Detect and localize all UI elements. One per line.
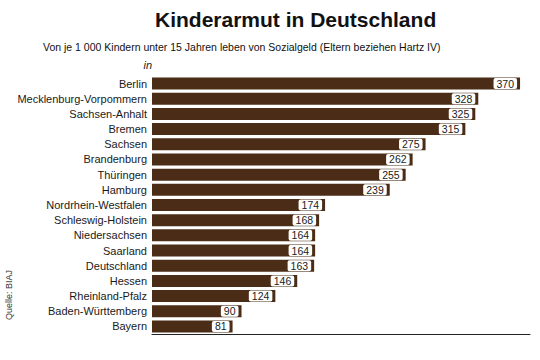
svg-text:in: in — [143, 59, 152, 71]
svg-text:Bayern: Bayern — [112, 320, 147, 332]
svg-text:Brandenburg: Brandenburg — [83, 153, 147, 165]
svg-text:Rheinland-Pfalz: Rheinland-Pfalz — [69, 290, 147, 302]
svg-text:168: 168 — [296, 214, 314, 226]
svg-text:Kinderarmut in Deutschland: Kinderarmut in Deutschland — [155, 8, 436, 31]
svg-text:124: 124 — [252, 290, 270, 302]
svg-text:370: 370 — [497, 78, 515, 90]
svg-text:Saarland: Saarland — [103, 245, 147, 257]
svg-text:Schleswig-Holstein: Schleswig-Holstein — [54, 214, 147, 226]
svg-text:Thüringen: Thüringen — [97, 169, 147, 181]
svg-text:Mecklenburg-Vorpommern: Mecklenburg-Vorpommern — [17, 93, 147, 105]
svg-text:325: 325 — [452, 108, 470, 120]
svg-text:Quelle: BIAJ: Quelle: BIAJ — [4, 270, 14, 320]
svg-text:Hamburg: Hamburg — [102, 184, 147, 196]
svg-text:Von je 1 000 Kindern unter 15: Von je 1 000 Kindern unter 15 Jahren leb… — [43, 41, 441, 53]
svg-text:275: 275 — [402, 138, 420, 150]
svg-text:315: 315 — [442, 123, 460, 135]
svg-text:163: 163 — [291, 260, 309, 272]
svg-text:164: 164 — [292, 245, 310, 257]
svg-text:Hessen: Hessen — [110, 275, 147, 287]
svg-text:174: 174 — [302, 199, 320, 211]
svg-text:255: 255 — [382, 169, 400, 181]
svg-text:164: 164 — [292, 229, 310, 241]
svg-text:90: 90 — [224, 305, 236, 317]
svg-text:146: 146 — [274, 275, 292, 287]
svg-text:Niedersachsen: Niedersachsen — [74, 229, 147, 241]
svg-text:328: 328 — [455, 93, 473, 105]
svg-text:Nordrhein-Westfalen: Nordrhein-Westfalen — [46, 199, 147, 211]
svg-text:239: 239 — [366, 184, 384, 196]
svg-text:Bremen: Bremen — [108, 123, 147, 135]
svg-text:Sachsen-Anhalt: Sachsen-Anhalt — [69, 108, 147, 120]
svg-text:262: 262 — [389, 153, 407, 165]
svg-text:Berlin: Berlin — [119, 78, 147, 90]
svg-text:Deutschland: Deutschland — [86, 260, 147, 272]
svg-text:Sachsen: Sachsen — [104, 138, 147, 150]
svg-text:Baden-Württemberg: Baden-Württemberg — [48, 305, 147, 317]
svg-text:81: 81 — [215, 320, 227, 332]
